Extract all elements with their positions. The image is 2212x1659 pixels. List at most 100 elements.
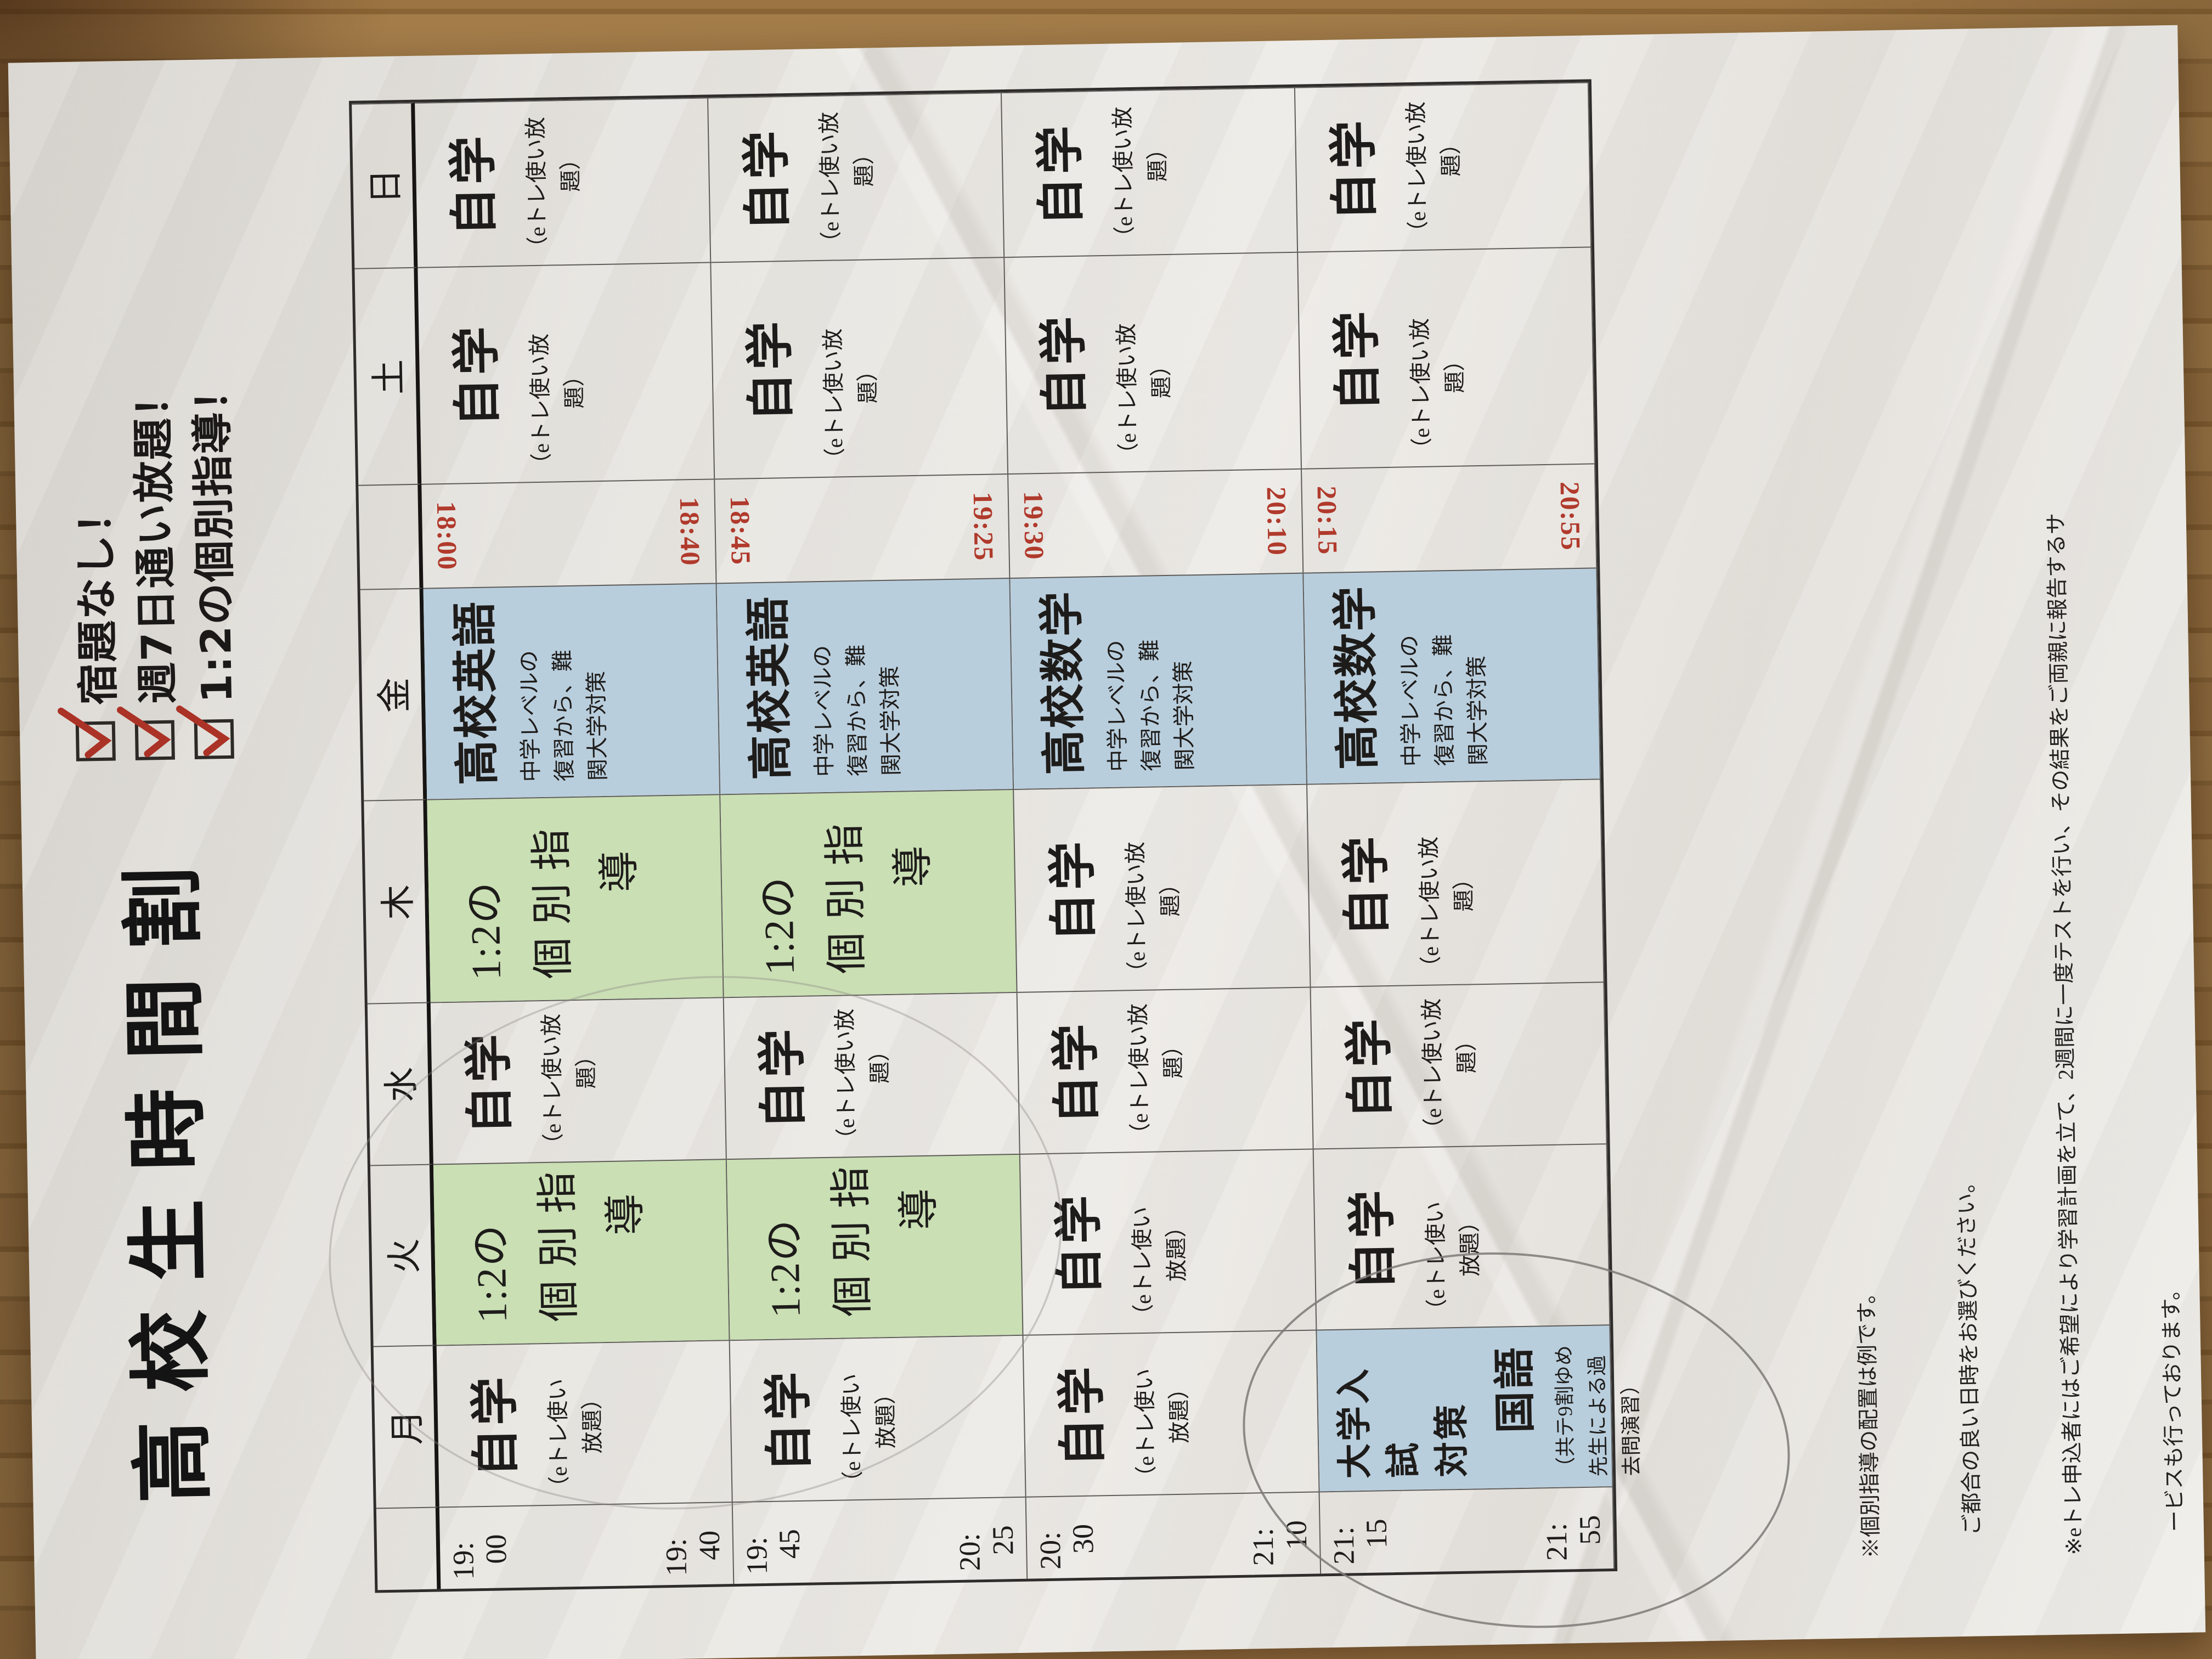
cell-activity: 自学 (1056, 1363, 1111, 1468)
day-header-mon: 月 (373, 1345, 439, 1508)
cell-activity: 高校英語 (743, 595, 797, 781)
cell-annotation: （eトレ使い放 題） (820, 328, 882, 470)
cell-activity: 1:2の個 別 指 導 (467, 1170, 651, 1324)
cell-annotation: （eトレ使い放 題） (1125, 1003, 1187, 1146)
cell-activity: 自学 (1346, 1186, 1402, 1291)
cell-wed-slot3: 自学 （eトレ使い放 題） (1017, 986, 1314, 1154)
fri-times-cell-row1: 18:00 18:40 (421, 478, 717, 588)
corner-cell (376, 1506, 441, 1590)
fri-start-time: 18:45 (724, 495, 757, 566)
cell-sat-slot1: 自学 （eトレ使い放 題） (417, 262, 715, 484)
note-line: ※個別指導の配置は例です。 (1855, 1282, 1884, 1559)
day-header-tue: 火 (370, 1164, 437, 1346)
fri-end-time: 20:55 (1554, 481, 1587, 551)
cell-subject: 国語 (1491, 1345, 1539, 1434)
cell-sat-slot3: 自学 （eトレ使い放 題） (1005, 251, 1302, 474)
fri-start-time: 20:15 (1311, 486, 1344, 556)
cell-mon-slot4: 大学入試 対策 国語 （共テ9割ゆめ 先生による過 去問演習） (1317, 1324, 1644, 1492)
cell-sat-slot2: 自学 （eトレ使い放 題） (711, 257, 1009, 479)
day-label: 水 (381, 1065, 421, 1103)
feature-checklist: 宿題なし！ 週7日通い放題！ 1:2の個別指導！ (58, 368, 249, 761)
cell-annotation: （共テ9割ゆめ 先生による過 去問演習） (1553, 1345, 1644, 1477)
cell-fri-slot4: 高校数学 中学レベルの 復習から、難 関大学対策 (1304, 567, 1601, 784)
cell-annotation: （eトレ使い 放題） (838, 1373, 900, 1493)
timetable-document: 高校生時間割 宿題なし！ 週7日通い放題！ (8, 25, 2206, 1659)
day-header-sat: 土 (354, 267, 422, 485)
cell-activity: 自学 (1327, 117, 1383, 221)
cell-activity: 大学入試 対策 (1334, 1366, 1472, 1479)
cell-sun-slot4: 自学 （eトレ使い放 題） (1295, 82, 1592, 252)
cell-activity: 自学 (744, 318, 799, 422)
cell-description: 中学レベルの 復習から、難 関大学対策 (1103, 639, 1198, 772)
cell-mon-slot3: 自学 （eトレ使い 放題） (1023, 1329, 1320, 1497)
cell-wed-slot2: 自学 （eトレ使い放 題） (724, 991, 1020, 1159)
cell-sun-slot3: 自学 （eトレ使い放 題） (1001, 87, 1299, 257)
fri-end-time: 19:25 (967, 492, 1000, 562)
slot-start-time: 19: 45 (740, 1528, 806, 1575)
cell-activity: 高校英語 (449, 600, 503, 786)
cell-annotation: （eトレ使い放 題） (1407, 318, 1469, 460)
cell-thu-slot3: 自学 （eトレ使い放 題） (1014, 783, 1311, 992)
cell-activity: 自学 (447, 132, 503, 236)
cell-activity: 自学 (1034, 122, 1090, 227)
cell-activity: 自学 (1046, 838, 1102, 942)
cell-annotation: （eトレ使い放 題） (523, 116, 585, 259)
cell-tue-slot3: 自学 （eトレ使い 放題） (1020, 1148, 1317, 1335)
cell-annotation: （eトレ使い 放題） (1132, 1368, 1193, 1488)
day-header-thu: 木 (364, 799, 431, 1003)
cell-activity: 自学 (450, 323, 506, 427)
cell-activity: 1:2の個 別 指 導 (461, 827, 645, 981)
footnotes: ※個別指導の配置は例です。 ご都合の良い日時をお選びください。 ※eトレ申込者に… (1769, 510, 2206, 1560)
cell-annotation: （eトレ使い放 題） (816, 111, 878, 253)
time-cell-row3: 20: 30 21: 10 (1026, 1491, 1322, 1579)
cell-annotation: （eトレ使い放 題） (1416, 836, 1478, 979)
cell-annotation: （eトレ使い放 題） (527, 333, 588, 476)
day-label: 金 (375, 676, 415, 713)
checklist-label: 1:2の個別指導！ (187, 368, 242, 704)
checklist-label: 週7日通い放題！ (127, 374, 183, 704)
checkbox-checked-icon (117, 706, 175, 760)
cell-tue-slot1: 1:2の個 別 指 導 (433, 1159, 730, 1345)
cell-mon-slot1: 自学 （eトレ使い 放題） (436, 1340, 733, 1507)
cell-activity: 1:2の個 別 指 導 (755, 822, 939, 976)
page-title: 高校生時間割 (115, 837, 222, 1504)
slot-end-time: 21: 55 (1539, 1515, 1606, 1561)
fri-times-cell-row4: 20:15 20:55 (1301, 463, 1598, 573)
cell-activity: 自学 (1052, 1192, 1108, 1296)
cell-annotation: （eトレ使い 放題） (1423, 1201, 1484, 1322)
cell-activity: 自学 (756, 1025, 811, 1130)
fri-times-cell-row3: 19:30 20:10 (1008, 468, 1304, 578)
cell-sat-slot4: 自学 （eトレ使い放 題） (1298, 246, 1595, 469)
cell-activity: 自学 (1343, 1015, 1398, 1120)
note-line: ご都合の良い日時をお選びください。 (1954, 1171, 1985, 1558)
cell-annotation: （eトレ使い放 題） (1419, 998, 1481, 1141)
cell-description: 中学レベルの 復習から、難 関大学対策 (1397, 634, 1491, 767)
day-header-sun: 日 (352, 102, 418, 268)
slot-end-time: 19: 40 (659, 1530, 726, 1577)
day-label: 日 (366, 167, 406, 205)
fri-start-time: 19:30 (1018, 490, 1050, 561)
cell-activity: 自学 (762, 1368, 817, 1472)
cell-tue-slot2: 1:2の個 別 指 導 (726, 1153, 1024, 1340)
checklist-item-no-homework: 宿題なし！ (58, 370, 123, 761)
cell-activity: 自学 (469, 1373, 524, 1477)
cell-thu-slot2: 1:2の個 別 指 導 (720, 788, 1018, 997)
cell-annotation: （eトレ使い 放題） (545, 1378, 606, 1498)
cell-mon-slot2: 自学 （eトレ使い 放題） (730, 1334, 1026, 1502)
time-cell-row1: 19: 00 19: 40 (439, 1502, 735, 1589)
cell-fri-slot3: 高校数学 中学レベルの 復習から、難 関大学対策 (1010, 572, 1308, 789)
day-header-wed: 水 (367, 1002, 433, 1165)
cell-thu-slot4: 自学 （eトレ使い放 題） (1307, 778, 1605, 987)
cell-annotation: （eトレ使い放 題） (1403, 101, 1465, 244)
cell-activity: 自学 (1049, 1020, 1105, 1125)
slot-start-time: 20: 30 (1033, 1523, 1100, 1570)
fri-times-cell-row2: 18:45 19:25 (715, 473, 1011, 583)
day-header-fri: 金 (360, 588, 427, 800)
cell-activity: 高校数学 (1330, 585, 1384, 770)
cell-fri-slot1: 高校英語 中学レベルの 復習から、難 関大学対策 (423, 583, 721, 799)
cell-tue-slot4: 自学 （eトレ使い 放題） (1313, 1143, 1611, 1330)
cell-fri-slot2: 高校英語 中学レベルの 復習から、難 関大学対策 (716, 577, 1014, 794)
cell-annotation: （eトレ使い放 題） (832, 1008, 894, 1150)
cell-description: 中学レベルの 復習から、難 関大学対策 (516, 649, 611, 782)
